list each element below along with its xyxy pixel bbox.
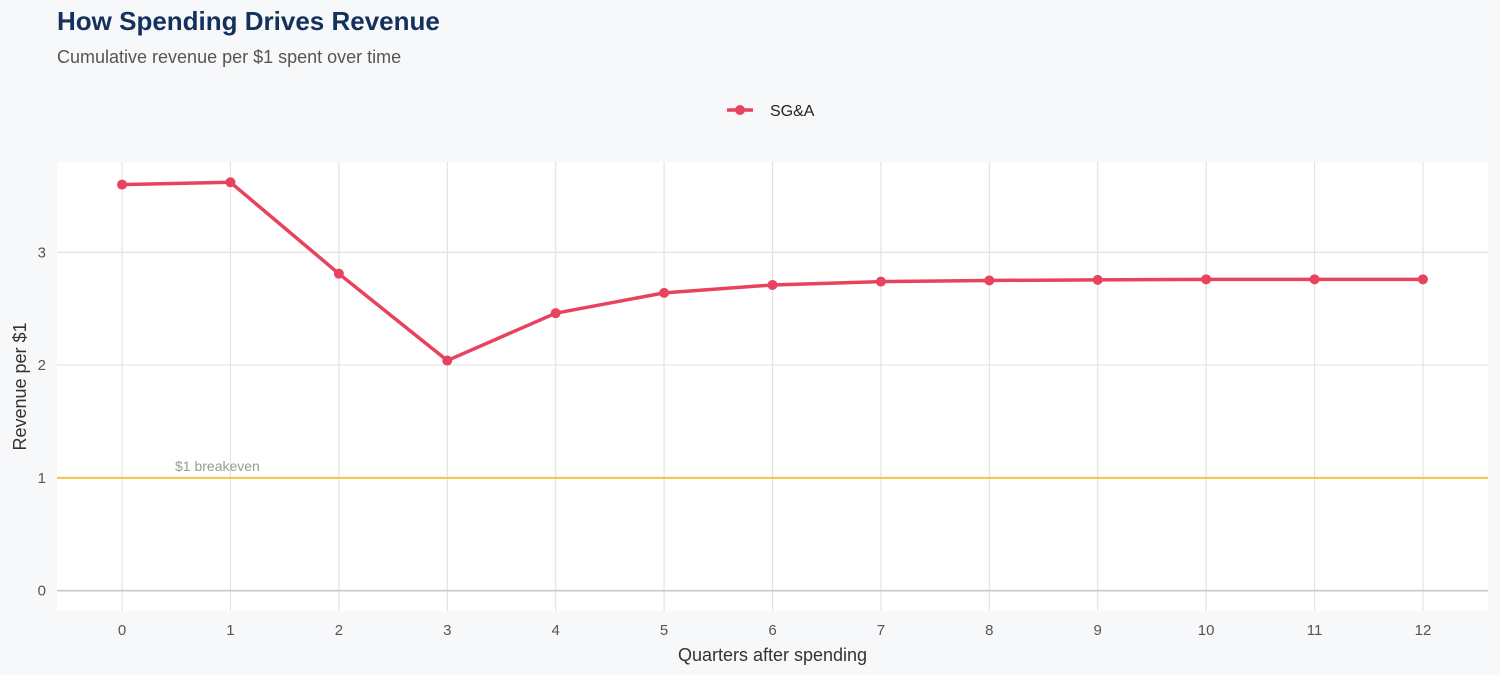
- data-point: [1309, 274, 1320, 285]
- data-point: [875, 276, 886, 287]
- data-point: [1417, 274, 1428, 285]
- legend-label: SG&A: [770, 103, 815, 120]
- legend-marker-icon: [735, 105, 745, 115]
- y-axis-label: Revenue per $1: [10, 322, 30, 450]
- x-axis-label: Quarters after spending: [678, 645, 867, 665]
- y-tick-label: 3: [38, 244, 46, 261]
- data-point: [117, 179, 128, 190]
- data-point: [550, 308, 561, 319]
- x-tick-label: 5: [660, 622, 668, 639]
- data-point: [1201, 274, 1212, 285]
- data-point: [225, 177, 236, 188]
- x-tick-label: 7: [877, 622, 885, 639]
- data-point: [659, 287, 670, 298]
- x-tick-label: 9: [1094, 622, 1102, 639]
- x-tick-label: 8: [985, 622, 993, 639]
- chart-title: How Spending Drives Revenue: [57, 6, 440, 36]
- data-point: [1092, 274, 1103, 285]
- data-point: [984, 275, 995, 286]
- breakeven-label: $1 breakeven: [175, 458, 260, 474]
- x-tick-label: 11: [1307, 622, 1323, 639]
- x-tick-label: 2: [335, 622, 343, 639]
- x-tick-label: 6: [768, 622, 776, 639]
- x-tick-label: 12: [1415, 622, 1432, 639]
- data-point: [767, 279, 778, 290]
- data-point: [442, 355, 453, 366]
- y-tick-label: 0: [38, 583, 46, 600]
- chart-subtitle: Cumulative revenue per $1 spent over tim…: [57, 47, 402, 67]
- x-tick-label: 1: [226, 622, 234, 639]
- y-tick-label: 1: [38, 470, 46, 487]
- data-point: [333, 268, 344, 279]
- x-tick-label: 4: [552, 622, 560, 639]
- x-tick-label: 10: [1198, 622, 1215, 639]
- x-tick-label: 0: [118, 622, 126, 639]
- x-tick-label: 3: [443, 622, 451, 639]
- y-tick-label: 2: [38, 357, 46, 374]
